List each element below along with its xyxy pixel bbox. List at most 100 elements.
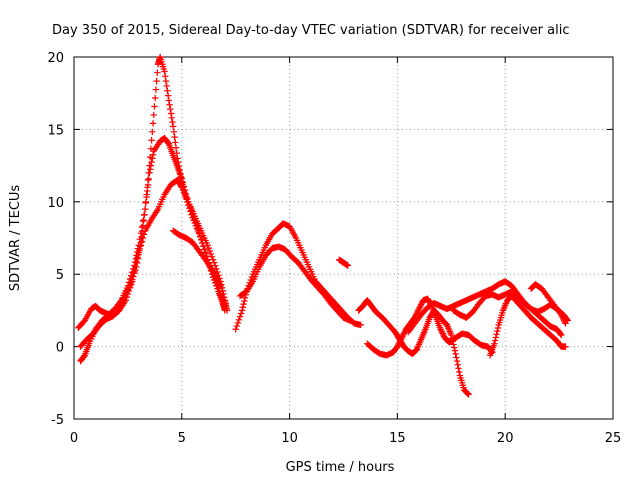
data-point bbox=[558, 311, 565, 318]
data-point bbox=[438, 327, 445, 334]
data-point bbox=[131, 268, 138, 275]
data-point bbox=[494, 327, 501, 335]
data-point bbox=[162, 73, 169, 80]
data-point bbox=[148, 137, 155, 144]
data-point bbox=[440, 331, 447, 339]
series-track-8 bbox=[355, 297, 472, 398]
data-point bbox=[216, 288, 223, 295]
data-point bbox=[140, 231, 148, 238]
data-point bbox=[220, 290, 227, 298]
data-point bbox=[123, 293, 131, 301]
data-point bbox=[177, 182, 185, 190]
data-point bbox=[149, 120, 157, 127]
data-point bbox=[400, 330, 408, 337]
data-point bbox=[127, 281, 135, 288]
x-tick-label: 25 bbox=[605, 431, 622, 446]
data-point bbox=[150, 111, 157, 119]
data-point bbox=[559, 314, 566, 321]
data-point bbox=[494, 324, 502, 332]
data-point bbox=[399, 331, 407, 339]
data-point bbox=[166, 101, 173, 108]
data-point bbox=[132, 263, 139, 271]
data-point bbox=[558, 331, 565, 339]
data-point bbox=[456, 368, 463, 376]
data-point bbox=[560, 315, 567, 323]
data-point bbox=[152, 86, 160, 93]
data-point bbox=[165, 97, 173, 104]
data-point bbox=[149, 151, 157, 158]
data-point bbox=[147, 162, 155, 169]
data-point bbox=[416, 304, 423, 311]
data-point bbox=[149, 155, 156, 162]
data-point bbox=[234, 319, 242, 327]
data-point bbox=[397, 336, 405, 343]
data-point bbox=[453, 354, 460, 361]
data-point bbox=[239, 304, 247, 311]
data-point bbox=[200, 243, 207, 250]
data-point bbox=[198, 236, 205, 243]
data-point bbox=[163, 82, 170, 90]
data-point bbox=[137, 242, 145, 249]
data-point bbox=[215, 279, 223, 287]
data-point bbox=[463, 389, 471, 397]
data-point bbox=[207, 250, 215, 258]
data-point bbox=[213, 265, 220, 273]
y-tick-label: 20 bbox=[47, 51, 64, 66]
data-point bbox=[164, 92, 172, 99]
data-point bbox=[491, 340, 498, 347]
data-point bbox=[241, 297, 248, 305]
data-point bbox=[413, 310, 421, 317]
y-tick-label: 5 bbox=[56, 268, 64, 283]
data-point bbox=[208, 253, 216, 261]
data-point bbox=[450, 344, 458, 351]
data-point bbox=[146, 169, 153, 177]
data-point bbox=[204, 242, 211, 249]
data-point bbox=[164, 139, 172, 147]
data-point bbox=[394, 343, 401, 350]
data-point bbox=[439, 330, 446, 337]
data-point bbox=[125, 287, 133, 295]
data-point bbox=[136, 245, 143, 253]
series-track-11 bbox=[450, 288, 565, 339]
data-point bbox=[213, 275, 221, 282]
data-point bbox=[131, 262, 138, 269]
data-point bbox=[397, 337, 404, 345]
data-point bbox=[240, 300, 247, 308]
data-point bbox=[80, 353, 88, 360]
x-axis: 0 5 10 15 20 25 bbox=[70, 57, 621, 446]
y-tick-label: -5 bbox=[51, 413, 64, 428]
data-point bbox=[455, 365, 462, 372]
data-point bbox=[137, 229, 145, 237]
data-point bbox=[437, 326, 444, 333]
data-point bbox=[201, 246, 208, 253]
data-point bbox=[206, 247, 214, 255]
data-point bbox=[171, 133, 178, 141]
data-point bbox=[202, 249, 209, 257]
x-tick-label: 20 bbox=[497, 431, 514, 446]
data-point bbox=[141, 205, 149, 213]
data-point bbox=[561, 318, 569, 326]
data-point bbox=[241, 294, 249, 302]
data-point bbox=[238, 307, 246, 314]
data-point bbox=[216, 281, 224, 288]
data-point bbox=[170, 128, 178, 136]
data-point bbox=[346, 317, 354, 324]
data-point bbox=[164, 87, 171, 94]
data-point bbox=[214, 276, 221, 284]
x-axis-label: GPS time / hours bbox=[286, 460, 395, 475]
data-point bbox=[122, 297, 129, 304]
data-point bbox=[237, 310, 245, 317]
data-point bbox=[209, 256, 217, 263]
data-point bbox=[143, 193, 150, 201]
series-track-12 bbox=[486, 292, 569, 359]
data-point bbox=[129, 278, 136, 285]
data-point bbox=[454, 361, 461, 368]
data-point bbox=[465, 391, 472, 398]
series-track-6 bbox=[236, 243, 354, 324]
data-point bbox=[144, 181, 152, 189]
x-tick-label: 0 bbox=[70, 431, 78, 446]
y-tick-label: 10 bbox=[47, 196, 64, 211]
series-track-2 bbox=[77, 134, 229, 365]
data-point bbox=[492, 334, 500, 341]
data-point bbox=[167, 110, 175, 117]
